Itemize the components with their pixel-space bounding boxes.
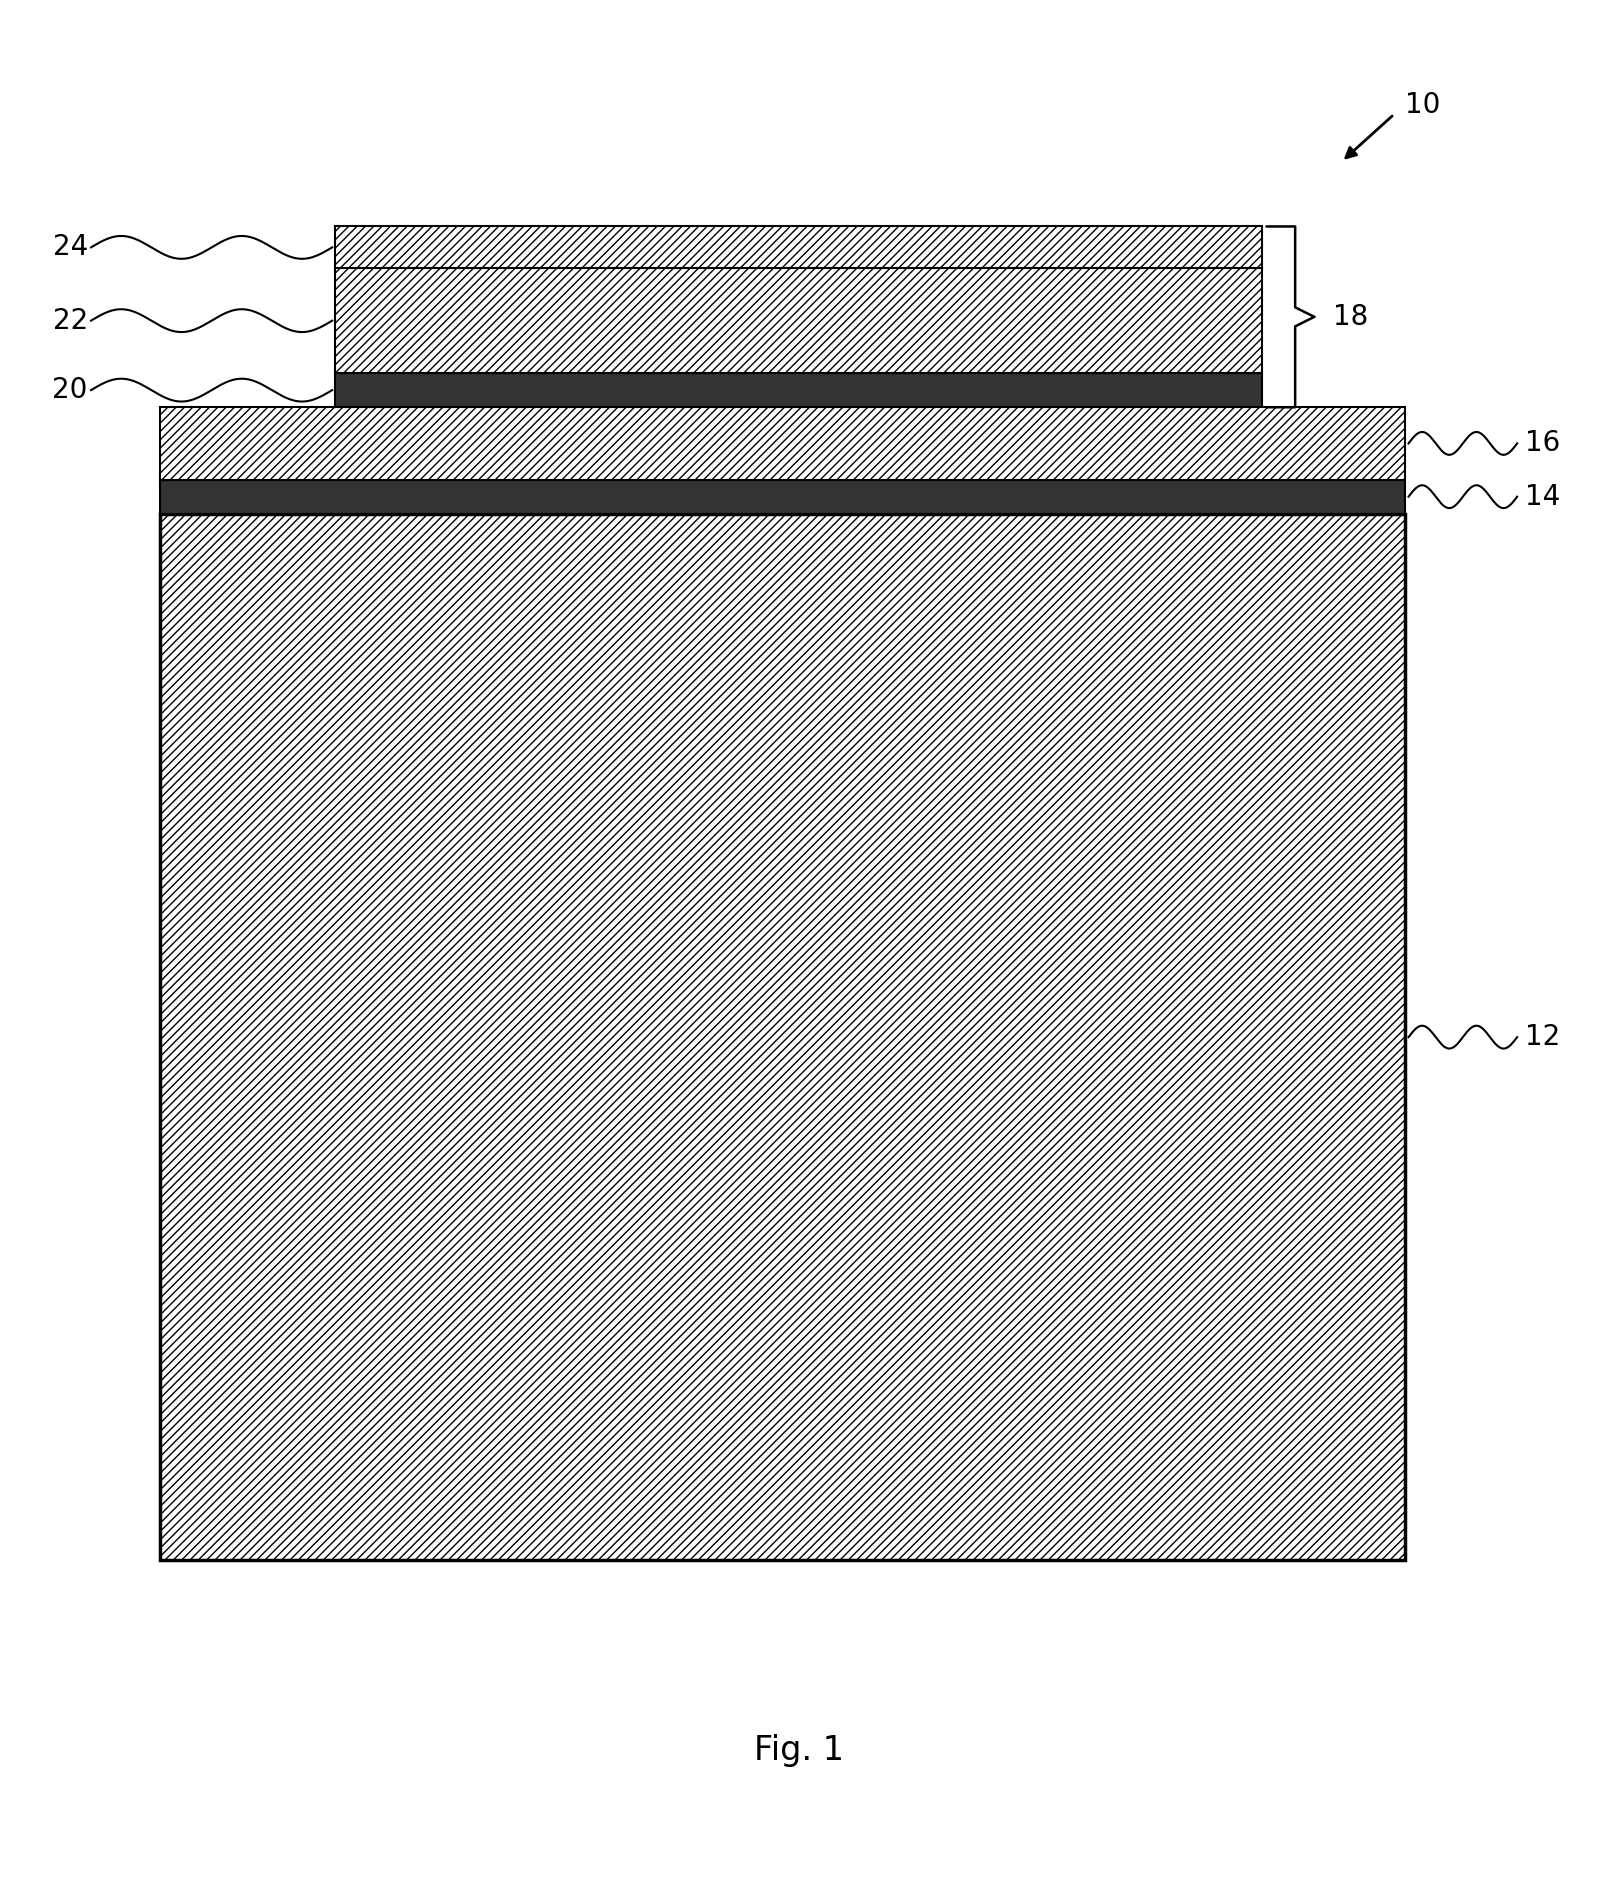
Bar [160,480,1405,514]
Text: 10: 10 [1405,91,1440,118]
Text: 18: 18 [1333,303,1369,331]
Text: 22: 22 [53,306,88,335]
Text: 24: 24 [53,234,88,261]
Bar [335,268,1262,373]
Text: 12: 12 [1525,1024,1560,1050]
Bar [160,407,1405,480]
Text: 14: 14 [1525,483,1560,510]
Bar [335,373,1262,407]
Bar [335,226,1262,268]
Bar [160,514,1405,1560]
Text: 16: 16 [1525,430,1560,457]
Text: 20: 20 [53,377,88,403]
Text: Fig. 1: Fig. 1 [754,1734,843,1768]
